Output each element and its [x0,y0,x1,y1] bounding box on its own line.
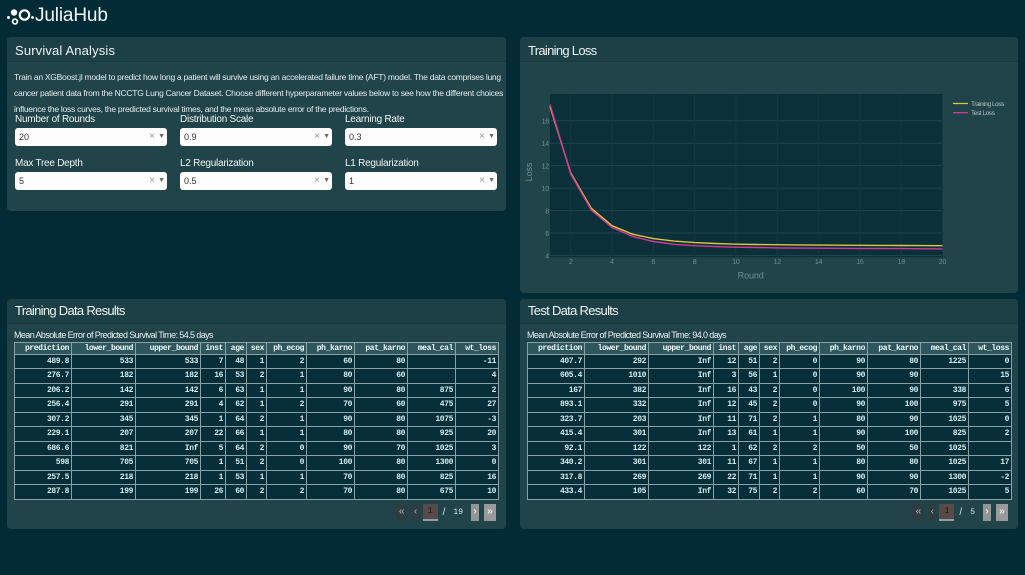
svg-text:6: 6 [545,231,549,238]
svg-text:4: 4 [545,253,549,260]
svg-text:18: 18 [898,259,906,266]
svg-text:16: 16 [856,259,864,266]
svg-text:8: 8 [693,259,697,266]
svg-text:2: 2 [569,259,573,266]
svg-text:6: 6 [651,259,655,266]
svg-text:12: 12 [774,259,782,266]
svg-text:12: 12 [542,163,550,170]
svg-text:10: 10 [732,259,740,266]
svg-text:Training Loss: Training Loss [971,101,1005,108]
svg-text:Round: Round [738,271,764,281]
svg-text:14: 14 [542,141,550,148]
svg-text:14: 14 [815,259,823,266]
svg-text:4: 4 [610,259,614,266]
svg-text:Loss: Loss [524,162,534,181]
svg-text:10: 10 [542,186,550,193]
svg-text:Test Loss: Test Loss [971,110,996,117]
svg-text:8: 8 [545,208,549,215]
svg-text:16: 16 [542,119,550,126]
svg-text:20: 20 [939,259,947,266]
